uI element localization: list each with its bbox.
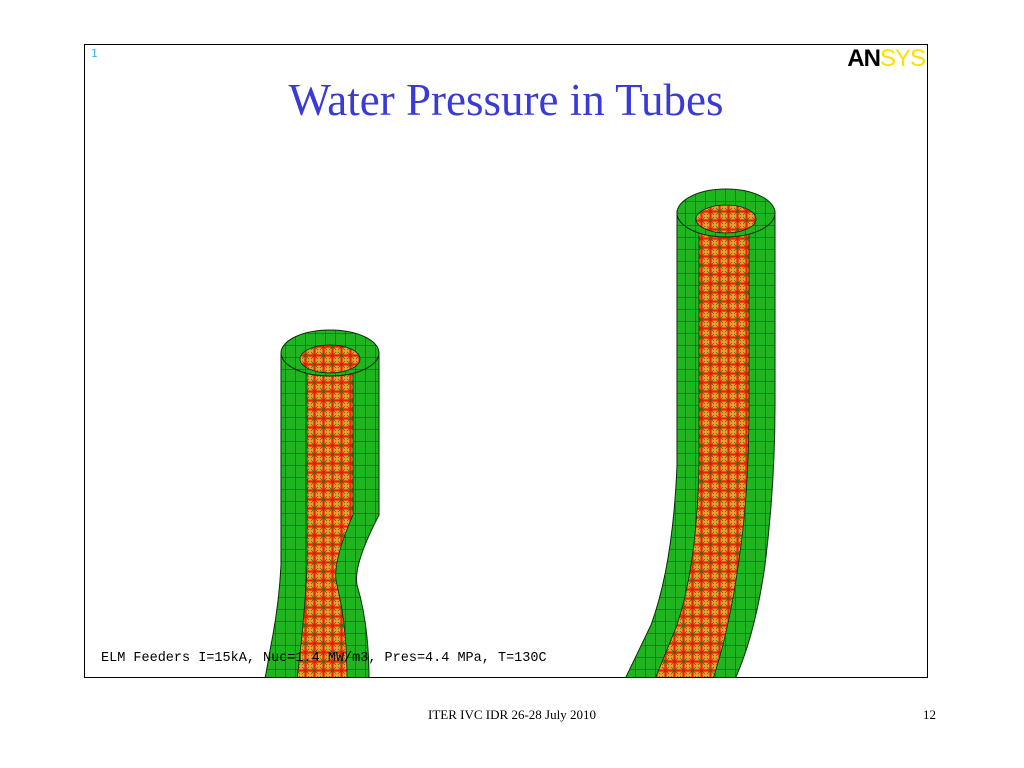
slide-footer: ITER IVC IDR 26-28 July 2010 [428,707,596,722]
ansys-logo: ANSYS [847,45,926,72]
plot-caption: ELM Feeders I=15kA, Nuc=1.4 MW/m3, Pres=… [101,651,547,666]
window-number: 1 [91,47,98,60]
page-number: 12 [923,707,936,722]
ansys-plot-window: 1 ANSYS Water Pressure in Tubes ELM Feed… [84,44,928,678]
right-tube [625,188,776,677]
slide-title: Water Pressure in Tubes [288,75,724,125]
tube-model [264,188,776,677]
left-tube [264,329,380,677]
